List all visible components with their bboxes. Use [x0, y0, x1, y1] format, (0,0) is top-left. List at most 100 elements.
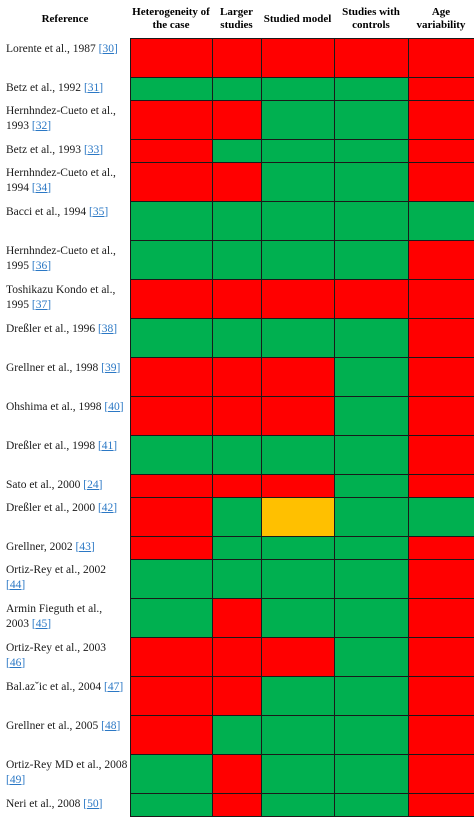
reference-text: Dreßler et al., 1996	[6, 322, 96, 335]
reference-cell: Ohshima et al., 1998 [40]	[0, 396, 130, 436]
reference-text: Hernhndez-Cueto et al., 1994	[6, 166, 116, 194]
age-variability-cell	[407, 318, 474, 358]
controls-cell	[333, 38, 409, 78]
controls-cell	[333, 240, 409, 280]
reference-cell: Bal.azˇic et al., 2004 [47]	[0, 676, 130, 716]
citation-link[interactable]: [31]	[83, 81, 104, 94]
larger-studies-cell	[211, 754, 262, 794]
citation-link[interactable]: [38]	[97, 322, 118, 335]
table-row: Betz et al., 1992 [31]	[0, 77, 474, 101]
reference-text: Sato et al., 2000	[6, 478, 81, 491]
citation-link[interactable]: [49]	[6, 773, 26, 786]
reference-cell: Ortiz-Rey MD et al., 2008 [49]	[0, 754, 130, 794]
age-variability-cell	[407, 279, 474, 319]
table-row: Lorente et al., 1987 [30]	[0, 38, 474, 78]
citation-link[interactable]: [39]	[101, 361, 121, 374]
larger-studies-cell	[211, 77, 262, 101]
controls-cell	[333, 497, 409, 537]
citation-link[interactable]: [34]	[31, 181, 52, 194]
citation-link[interactable]: [32]	[31, 119, 52, 132]
studied-model-cell	[260, 676, 335, 716]
reference-cell: Hernhndez-Cueto et al., 1993 [32]	[0, 100, 130, 140]
heterogeneity-cell	[129, 38, 213, 78]
citation-link[interactable]: [35]	[89, 205, 109, 218]
reference-cell: Hernhndez-Cueto et al., 1995 [36]	[0, 240, 130, 280]
reference-text: Ortiz-Rey et al., 2003	[6, 641, 106, 654]
age-variability-cell	[407, 559, 474, 599]
citation-link[interactable]: [48]	[101, 719, 121, 732]
larger-studies-cell	[211, 240, 262, 280]
larger-studies-cell	[211, 637, 262, 677]
reference-text: Dreßler et al., 1998	[6, 439, 96, 452]
reference-cell: Grellner et al., 2005 [48]	[0, 715, 130, 755]
studied-model-cell	[260, 357, 335, 397]
age-variability-cell	[407, 715, 474, 755]
citation-link[interactable]: [45]	[31, 617, 52, 630]
reference-text: Betz et al., 1992	[6, 81, 82, 94]
table-row: Grellner, 2002 [43]	[0, 536, 474, 560]
reference-cell: Dreßler et al., 2000 [42]	[0, 497, 130, 537]
citation-link[interactable]: [47]	[104, 680, 124, 693]
heterogeneity-cell	[129, 536, 213, 560]
controls-cell	[333, 77, 409, 101]
studied-model-cell	[260, 598, 335, 638]
citation-link[interactable]: [36]	[31, 259, 52, 272]
age-variability-cell	[407, 201, 474, 241]
header-row: Reference Heterogeneity of the case Larg…	[0, 0, 474, 39]
heterogeneity-cell	[129, 318, 213, 358]
heterogeneity-cell	[129, 754, 213, 794]
table-row: Bal.azˇic et al., 2004 [47]	[0, 676, 474, 716]
larger-studies-cell	[211, 474, 262, 498]
heterogeneity-cell	[129, 598, 213, 638]
heterogeneity-cell	[129, 240, 213, 280]
reference-cell: Lorente et al., 1987 [30]	[0, 38, 130, 78]
citation-link[interactable]: [24]	[83, 478, 103, 491]
table-row: Ortiz-Rey MD et al., 2008 [49]	[0, 754, 474, 794]
larger-studies-cell	[211, 318, 262, 358]
reference-text: Betz et al., 1993	[6, 143, 82, 156]
citation-link[interactable]: [43]	[75, 540, 95, 553]
citation-link[interactable]: [40]	[104, 400, 124, 413]
citation-link[interactable]: [30]	[98, 42, 118, 55]
table-row: Ortiz-Rey et al., 2002 [44]	[0, 559, 474, 599]
table-row: Sato et al., 2000 [24]	[0, 474, 474, 498]
reference-cell: Grellner et al., 1998 [39]	[0, 357, 130, 397]
citation-link[interactable]: [41]	[97, 439, 118, 452]
reference-text: Bal.azˇic et al., 2004	[6, 680, 102, 693]
controls-cell	[333, 357, 409, 397]
larger-studies-cell	[211, 100, 262, 140]
reference-text: Neri et al., 2008	[6, 797, 81, 810]
larger-studies-cell	[211, 38, 262, 78]
age-variability-cell	[407, 240, 474, 280]
larger-studies-cell	[211, 279, 262, 319]
heterogeneity-cell	[129, 793, 213, 817]
controls-cell	[333, 396, 409, 436]
reference-cell: Betz et al., 1992 [31]	[0, 77, 130, 101]
studied-model-cell	[260, 715, 335, 755]
larger-studies-cell	[211, 357, 262, 397]
reference-text: Ortiz-Rey et al., 2002	[6, 563, 106, 576]
reference-cell: Hernhndez-Cueto et al., 1994 [34]	[0, 162, 130, 202]
controls-cell	[333, 676, 409, 716]
heterogeneity-cell	[129, 279, 213, 319]
reference-text: Bacci et al., 1994	[6, 205, 87, 218]
header-reference: Reference	[0, 0, 130, 39]
citation-link[interactable]: [46]	[6, 656, 26, 669]
reference-text: Hernhndez-Cueto et al., 1995	[6, 244, 116, 272]
citation-link[interactable]: [50]	[83, 797, 103, 810]
studied-model-cell	[260, 435, 335, 475]
larger-studies-cell	[211, 201, 262, 241]
citation-link[interactable]: [42]	[97, 501, 118, 514]
studied-model-cell	[260, 162, 335, 202]
citation-link[interactable]: [33]	[83, 143, 104, 156]
heterogeneity-cell	[129, 162, 213, 202]
heterogeneity-cell	[129, 474, 213, 498]
reference-cell: Armin Fieguth et al., 2003 [45]	[0, 598, 130, 638]
citation-link[interactable]: [37]	[31, 298, 52, 311]
studied-model-cell	[260, 318, 335, 358]
header-age-variability: Age variability	[408, 0, 474, 39]
table-row: Dreßler et al., 2000 [42]	[0, 497, 474, 537]
reference-cell: Betz et al., 1993 [33]	[0, 139, 130, 163]
citation-link[interactable]: [44]	[6, 578, 26, 591]
studied-model-cell	[260, 77, 335, 101]
